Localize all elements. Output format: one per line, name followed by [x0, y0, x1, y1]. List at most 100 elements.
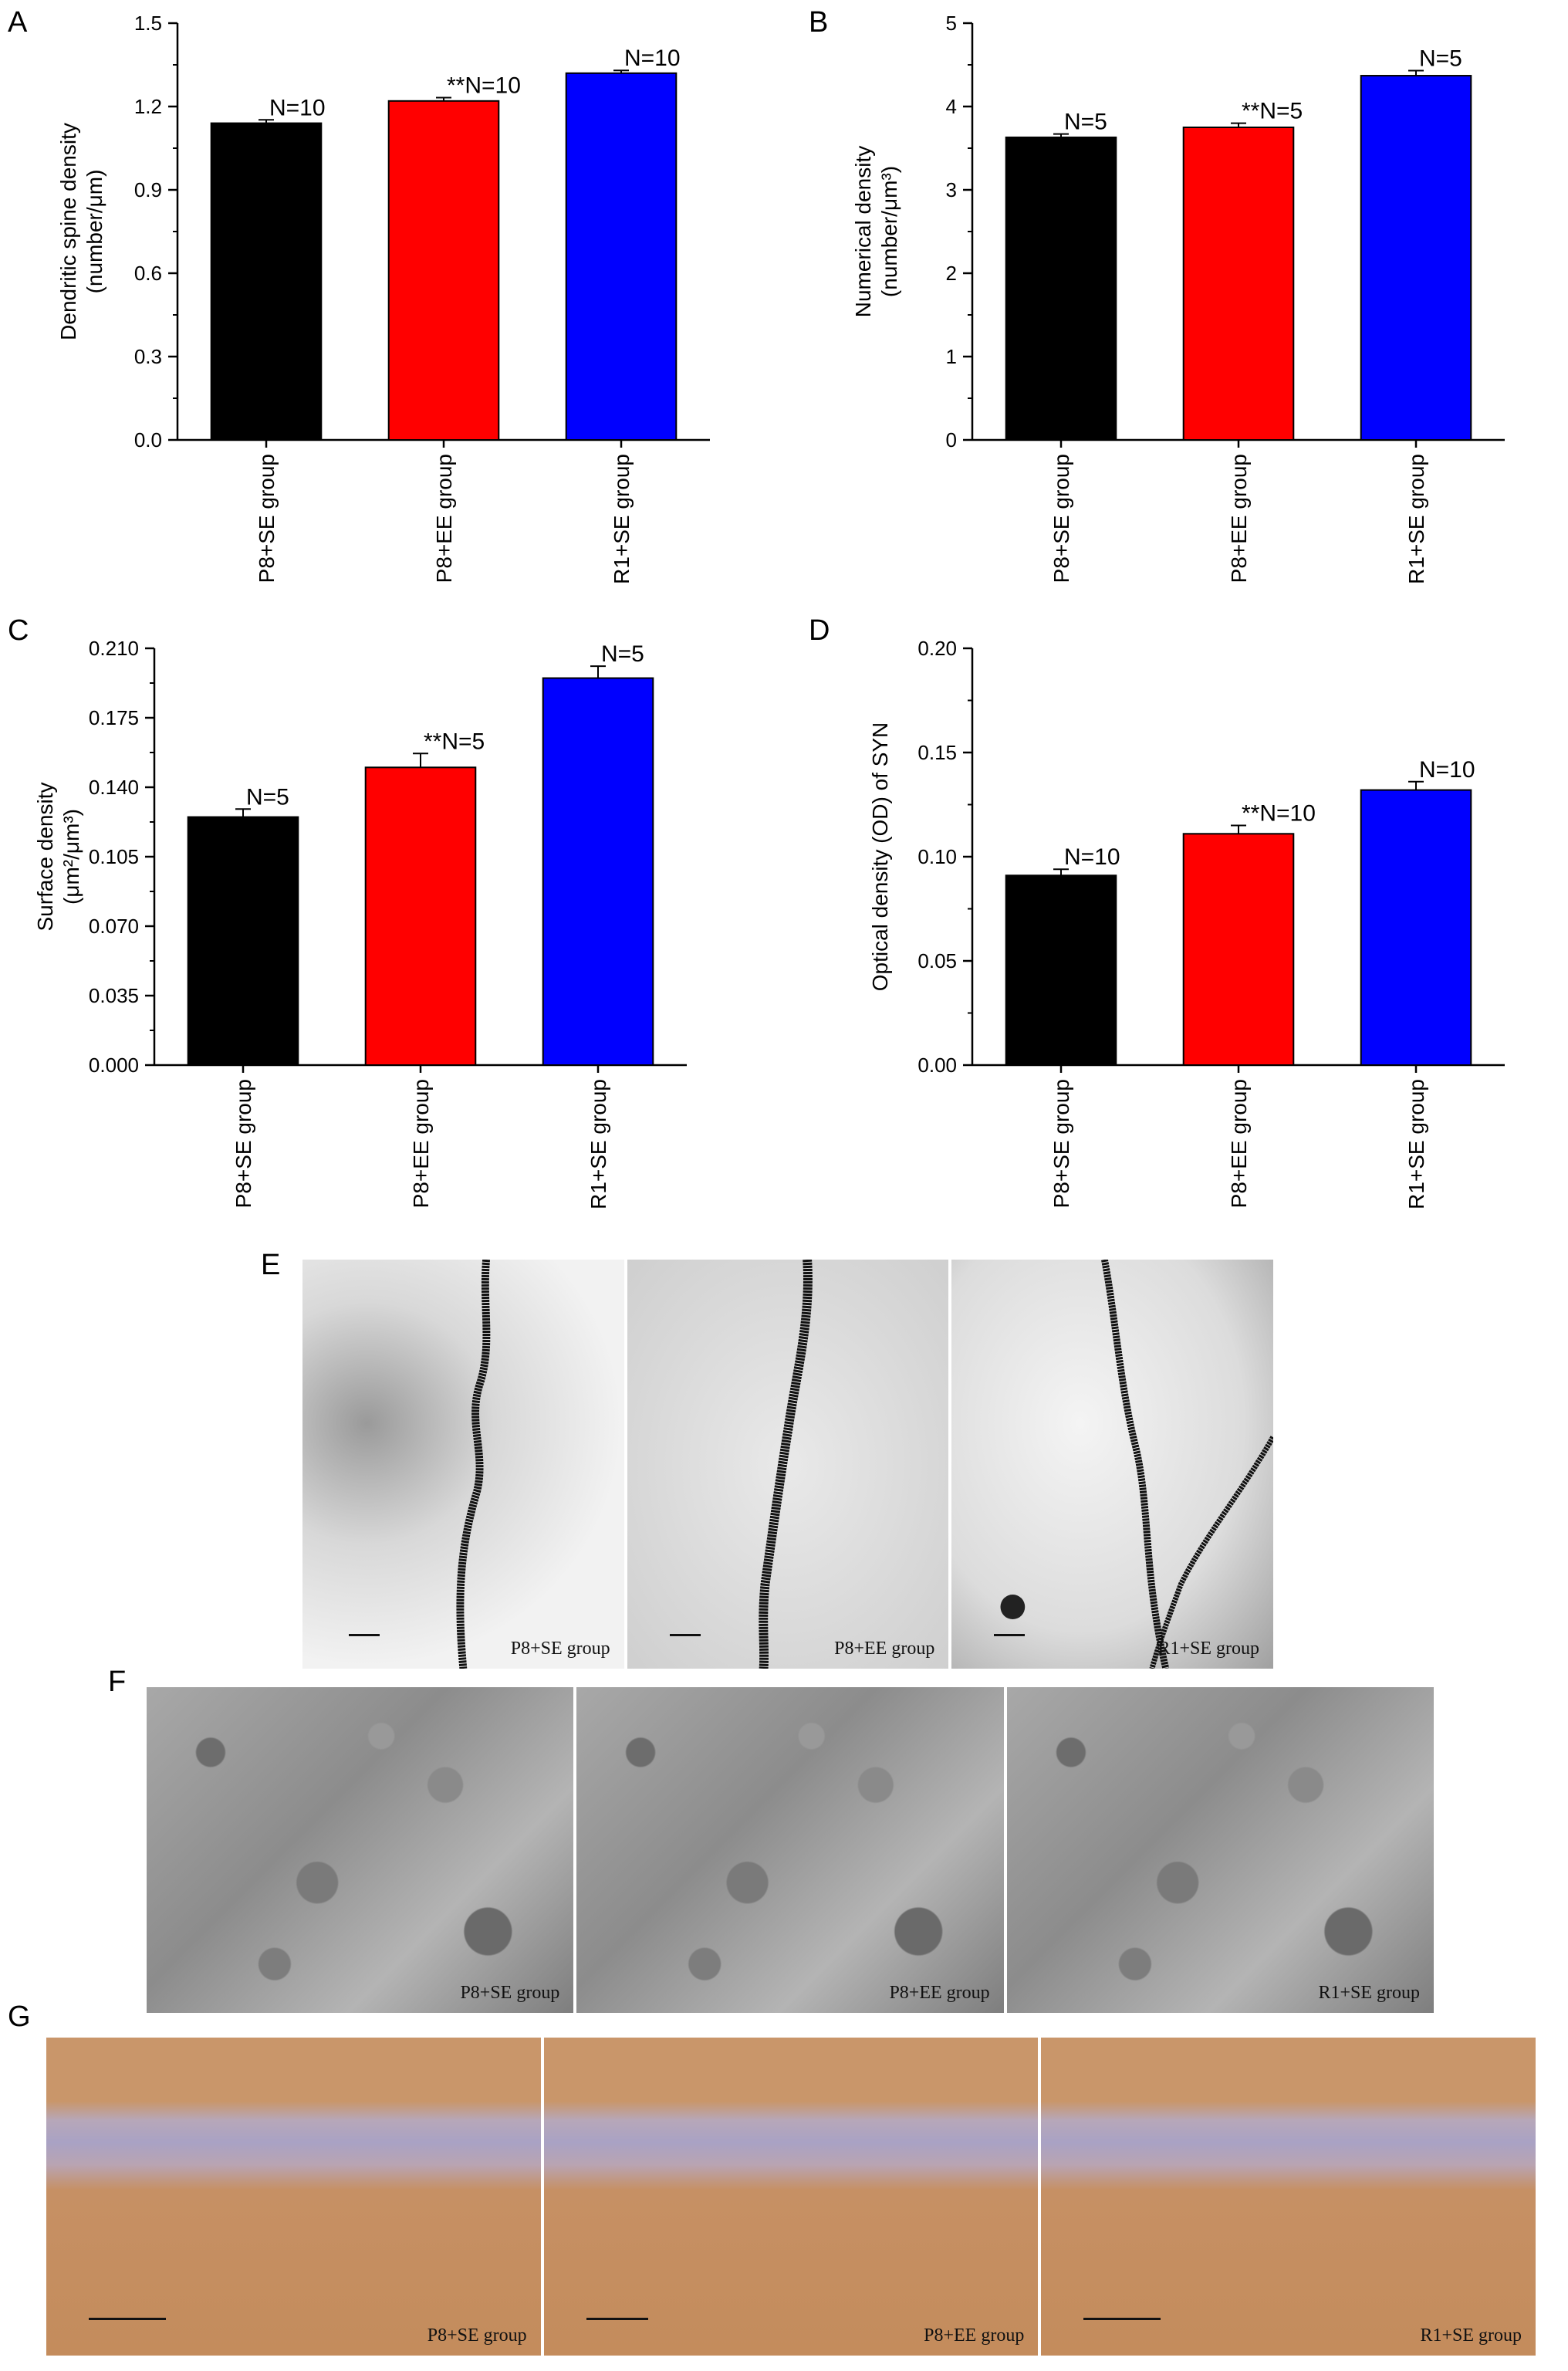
panel-label-d: D	[809, 614, 830, 647]
y-tick-label: 1.2	[134, 95, 162, 118]
x-tick-label: R1+SE group	[1404, 454, 1428, 584]
data-label: **N=10	[447, 73, 521, 98]
y-axis-title: Surface density	[33, 783, 57, 932]
x-tick-label: P8+EE group	[409, 1079, 433, 1208]
image-caption: P8+EE group	[924, 2325, 1025, 2346]
y-tick-label: 0.0	[134, 428, 162, 452]
y-tick-label: 3	[946, 178, 957, 201]
chart-c: 0.000 0.035 0.070 0.105 0.140 0.175 0.210 Surfa…	[33, 637, 687, 1209]
y-tick-label: 0.6	[134, 262, 162, 285]
scale-bar	[994, 1634, 1026, 1636]
y-tick-label: 0.10	[917, 845, 957, 868]
y-tick-label: 0	[946, 428, 957, 452]
data-label: N=5	[246, 784, 289, 810]
y-tick-label: 2	[946, 262, 957, 285]
x-tick-label: P8+EE group	[432, 454, 456, 583]
y-tick-label: 0.9	[134, 178, 162, 201]
em-image-p8-se: P8+SE group	[147, 1687, 574, 2013]
y-tick-label: 5	[946, 12, 957, 35]
bar-p8-se	[187, 816, 299, 1066]
data-label: **N=10	[1242, 801, 1316, 827]
y-tick-label: 0.000	[89, 1054, 139, 1077]
bar-p8-ee	[364, 766, 477, 1067]
x-tick-label: P8+SE group	[231, 1079, 255, 1208]
chart-d: 0.00 0.05 0.10 0.15 0.20 Optical density (OD)…	[868, 637, 1505, 1209]
dendrite-trace	[1000, 1260, 1274, 1669]
y-axis-title: Optical density (OD) of SYN	[868, 722, 892, 992]
panel-label-e: E	[261, 1249, 281, 1281]
bar-r1-se	[1360, 75, 1472, 441]
y-tick-label: 0.210	[89, 637, 139, 660]
x-tick-label: R1+SE group	[586, 1079, 610, 1209]
dendrite-trace	[759, 1260, 813, 1669]
y-axis-subtitle: (μm²/μm³)	[59, 809, 83, 905]
data-label: N=5	[1419, 46, 1462, 72]
data-label: N=10	[1064, 844, 1120, 870]
bar-p8-se	[1005, 136, 1117, 441]
y-tick-label: 1.5	[134, 12, 162, 35]
x-tick-label: P8+SE group	[255, 454, 279, 583]
y-tick-label: 0.140	[89, 776, 139, 799]
image-caption: R1+SE group	[1157, 1639, 1260, 1659]
data-label: N=5	[601, 641, 644, 667]
y-tick-label: 0.175	[89, 706, 139, 729]
image-caption: R1+SE group	[1318, 1983, 1420, 2003]
bar-p8-ee	[387, 100, 500, 441]
bar-p8-se	[1005, 874, 1117, 1066]
panel-label-f: F	[108, 1666, 127, 1698]
y-tick-label: 4	[946, 95, 957, 118]
scale-bar	[669, 1634, 701, 1636]
data-label: N=10	[624, 46, 681, 71]
y-axis-title: Numerical density	[851, 146, 875, 318]
bar-r1-se	[542, 677, 654, 1066]
dendrite-trace	[456, 1260, 491, 1669]
y-tick-label: 1	[946, 345, 957, 368]
golgi-image-strip: P8+SE group P8+EE group R1+SE group	[302, 1260, 1274, 1669]
scale-bar	[349, 1634, 380, 1636]
image-caption: P8+EE group	[834, 1639, 935, 1659]
image-caption: P8+SE group	[427, 2325, 527, 2346]
y-tick-label: 0.05	[917, 949, 957, 972]
chart-b: 0 1 2 3 4 5 Numerical density (number/μm³) N=5 P8…	[851, 12, 1505, 584]
panel-label-b: B	[809, 6, 829, 39]
y-axis-title: Dendritic spine density	[56, 123, 80, 340]
y-axis-subtitle: (number/μm³)	[877, 166, 901, 297]
em-image-strip: P8+SE group P8+EE group R1+SE group	[147, 1687, 1434, 2013]
ihc-image-p8-ee: P8+EE group	[543, 2038, 1039, 2356]
image-caption: P8+SE group	[510, 1639, 610, 1659]
panel-label-a: A	[8, 6, 28, 39]
data-label: N=10	[1419, 757, 1475, 783]
x-tick-label: R1+SE group	[1404, 1079, 1428, 1209]
scale-bar	[89, 2318, 166, 2320]
data-label: N=10	[269, 95, 326, 120]
y-tick-label: 0.3	[134, 345, 162, 368]
bar-r1-se	[1360, 789, 1472, 1066]
image-caption: R1+SE group	[1420, 2325, 1522, 2346]
panel-label-g: G	[8, 2001, 31, 2033]
y-tick-label: 0.035	[89, 984, 139, 1007]
chart-a: 0.0 0.3 0.6 0.9 1.2 1.5 Dendritic spine densit…	[56, 12, 710, 584]
y-tick-label: 0.00	[917, 1054, 957, 1077]
y-tick-label: 0.070	[89, 915, 139, 938]
image-caption: P8+SE group	[460, 1983, 560, 2003]
y-tick-label: 0.20	[917, 637, 957, 660]
y-tick-label: 0.105	[89, 845, 139, 868]
x-tick-label: P8+SE group	[1049, 1079, 1073, 1208]
x-tick-label: P8+SE group	[1049, 454, 1073, 583]
bar-r1-se	[565, 72, 678, 441]
ihc-image-strip: P8+SE group P8+EE group R1+SE group	[46, 2038, 1536, 2356]
bar-p8-se	[210, 122, 323, 441]
data-label: N=5	[1064, 110, 1107, 135]
data-label: **N=5	[1242, 99, 1303, 124]
ihc-image-p8-se: P8+SE group	[46, 2038, 541, 2356]
bar-p8-ee	[1182, 127, 1295, 441]
image-caption: P8+EE group	[889, 1983, 990, 2003]
ihc-image-r1-se: R1+SE group	[1041, 2038, 1536, 2356]
y-tick-label: 0.15	[917, 741, 957, 764]
em-image-r1-se: R1+SE group	[1006, 1687, 1434, 2013]
scale-bar	[586, 2318, 648, 2320]
scale-bar	[1083, 2318, 1161, 2320]
x-tick-label: R1+SE group	[610, 454, 634, 584]
golgi-image-p8-ee: P8+EE group	[627, 1260, 949, 1669]
data-label: **N=5	[424, 729, 485, 754]
